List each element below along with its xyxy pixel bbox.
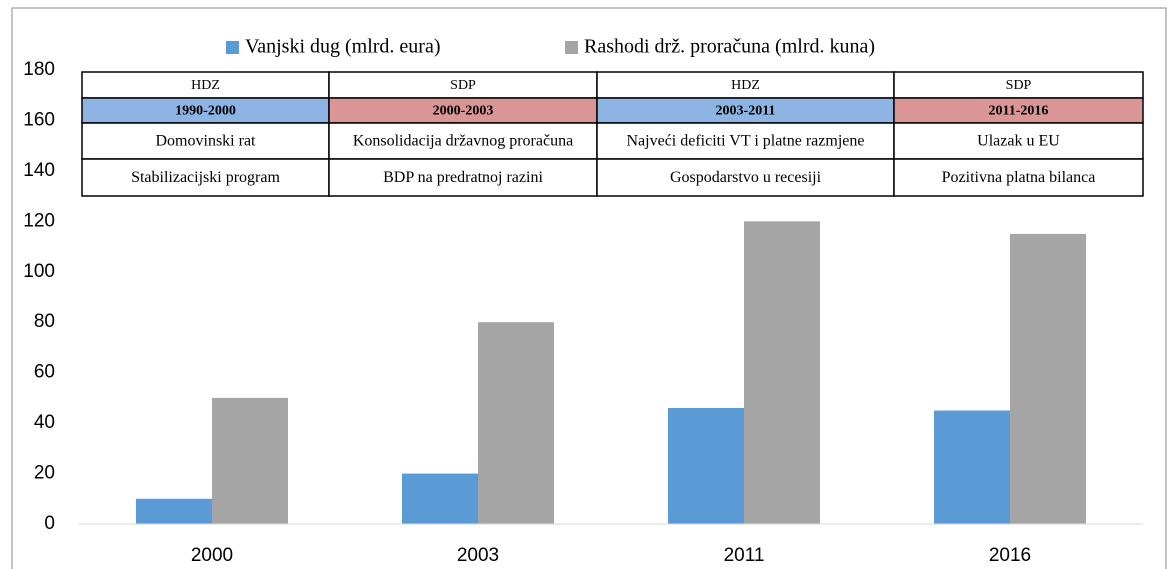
legend-swatch [565,41,578,54]
y-tick-label: 80 [34,311,55,332]
y-tick-label: 0 [44,513,55,534]
table-cell [328,158,598,197]
y-tick-label: 100 [23,261,55,282]
table-cell [596,122,895,160]
frame [11,7,1167,569]
table-text: Najveći deficiti VT i platne razmjene [627,133,865,150]
bar [136,498,212,524]
table-cell [328,97,598,124]
table-text: BDP na predratnoj razini [383,169,543,186]
bar [212,397,288,524]
table-text: SDP [1006,78,1032,93]
table-text: Konsolidacija državnog proračuna [353,133,573,150]
bar [402,473,478,524]
table-text: 1990-2000 [175,104,236,119]
y-tick-label: 180 [23,59,55,80]
table-text: 2000-2003 [433,104,494,119]
table-text: SDP [450,78,476,93]
table-cell [596,97,895,124]
bar [1010,233,1086,524]
y-tick-label: 60 [34,362,55,383]
x-tick-label: 2016 [989,545,1031,566]
y-tick-label: 20 [34,463,55,484]
legend-swatch [226,41,239,54]
table-text: Stabilizacijski program [131,169,280,186]
table-text: 2003-2011 [716,104,776,119]
y-tick-label: 160 [23,109,55,130]
table-text: HDZ [731,78,760,93]
y-tick-label: 120 [23,210,55,231]
table-cell [893,71,1144,99]
x-tick-label: 2000 [191,545,233,566]
legend-label: Vanjski dug (mlrd. eura) [245,36,441,58]
y-tick-label: 140 [23,160,55,181]
bar [934,410,1010,524]
bar [668,407,744,524]
bar [478,322,554,524]
table-cell [893,122,1144,160]
x-tick-label: 2003 [457,545,499,566]
table-cell [596,71,895,99]
table-cell [893,158,1144,197]
table-text: Ulazak u EU [977,133,1060,150]
table-text: 2011-2016 [989,104,1049,119]
x-tick-label: 2011 [724,545,765,566]
table-text: HDZ [191,78,220,93]
table-text: Pozitivna platna bilanca [942,169,1096,186]
y-tick-label: 40 [34,412,55,433]
table-text: Gospodarstvo u recesiji [670,169,822,186]
bar [744,221,820,525]
legend-label: Rashodi drž. proračuna (mlrd. kuna) [584,36,875,58]
table-cell [596,158,895,197]
table-text: Domovinski rat [156,133,257,150]
